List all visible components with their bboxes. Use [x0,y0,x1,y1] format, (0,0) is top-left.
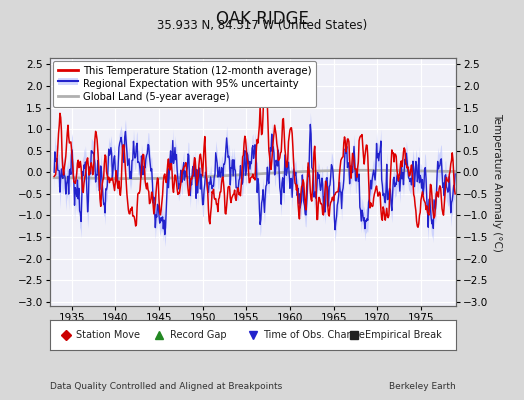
Text: Data Quality Controlled and Aligned at Breakpoints: Data Quality Controlled and Aligned at B… [50,382,282,391]
Text: Record Gap: Record Gap [170,330,226,340]
Text: Berkeley Earth: Berkeley Earth [389,382,456,391]
Legend: This Temperature Station (12-month average), Regional Expectation with 95% uncer: This Temperature Station (12-month avera… [53,61,316,107]
Text: OAK RIDGE: OAK RIDGE [215,10,309,28]
Text: Station Move: Station Move [76,330,140,340]
Text: 35.933 N, 84.317 W (United States): 35.933 N, 84.317 W (United States) [157,19,367,32]
Y-axis label: Temperature Anomaly (°C): Temperature Anomaly (°C) [492,112,502,252]
Text: Time of Obs. Change: Time of Obs. Change [263,330,365,340]
Text: Empirical Break: Empirical Break [365,330,441,340]
